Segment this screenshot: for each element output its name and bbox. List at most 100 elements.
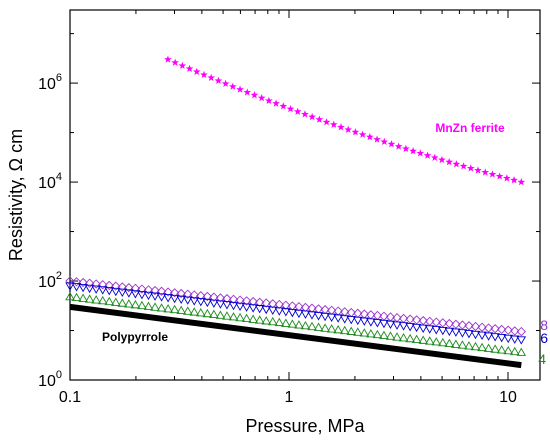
data-point <box>111 287 121 297</box>
data-point <box>333 314 343 323</box>
data-point <box>490 344 500 353</box>
data-point <box>235 295 245 305</box>
data-point <box>222 301 232 310</box>
data-point <box>209 292 219 302</box>
data-point <box>346 315 357 325</box>
data-point <box>496 345 507 354</box>
y-tick-label: 106 <box>38 72 62 93</box>
data-point <box>196 291 206 301</box>
data-point <box>495 172 504 180</box>
data-point <box>287 308 298 318</box>
data-point <box>281 308 291 317</box>
data-point <box>170 288 180 298</box>
series-4 <box>65 291 527 356</box>
series-label-4: 4 <box>538 351 546 367</box>
data-point <box>339 315 350 324</box>
data-point <box>423 151 432 159</box>
data-point <box>124 299 134 308</box>
data-point <box>402 144 410 153</box>
data-point <box>91 295 101 304</box>
data-point <box>294 302 304 312</box>
data-point <box>444 318 454 329</box>
data-point <box>307 321 317 331</box>
data-point <box>416 149 425 157</box>
x-tick-label: 10 <box>499 389 517 406</box>
data-point <box>248 304 258 313</box>
data-point <box>444 338 455 348</box>
data-point <box>337 123 345 131</box>
y-axis-label: Resistivity, Ω cm <box>6 129 26 261</box>
data-point <box>488 170 497 178</box>
data-point <box>97 286 108 295</box>
data-point <box>71 283 82 292</box>
data-point <box>143 285 154 295</box>
data-point <box>431 317 441 327</box>
data-point <box>281 318 291 327</box>
data-point <box>366 318 376 327</box>
data-point <box>385 320 396 330</box>
data-point <box>353 316 363 326</box>
data-point <box>176 295 186 305</box>
data-point <box>322 118 331 126</box>
series-label-6: 6 <box>540 330 548 346</box>
data-point <box>438 337 448 347</box>
data-point <box>65 276 75 286</box>
data-point <box>156 286 167 296</box>
data-point <box>516 326 526 337</box>
data-point <box>248 314 258 323</box>
data-point <box>124 282 134 293</box>
data-point <box>274 307 285 316</box>
data-point <box>438 318 448 328</box>
data-point <box>274 317 285 327</box>
data-point <box>254 305 265 314</box>
data-point <box>228 312 239 321</box>
data-point <box>517 178 526 186</box>
data-point <box>228 301 239 311</box>
x-axis-label: Pressure, MPa <box>245 416 365 436</box>
data-point <box>315 115 324 123</box>
data-point <box>424 336 435 345</box>
data-point <box>477 322 487 332</box>
data-point <box>281 300 291 310</box>
data-point <box>418 324 428 333</box>
data-point <box>202 308 213 318</box>
data-point <box>84 284 95 294</box>
data-point <box>164 55 172 63</box>
data-point <box>320 323 330 332</box>
data-point <box>359 328 370 337</box>
data-point <box>431 337 442 346</box>
data-point <box>267 316 278 326</box>
data-point <box>71 292 82 302</box>
data-point <box>509 335 520 344</box>
data-point <box>409 147 417 155</box>
data-point <box>351 128 360 136</box>
data-point <box>163 303 173 313</box>
plot-frame <box>69 9 541 381</box>
data-point <box>137 284 147 294</box>
data-point <box>516 347 527 356</box>
data-point <box>464 341 474 350</box>
data-point <box>287 319 298 328</box>
y-tick-label: 100 <box>38 369 62 390</box>
data-point <box>379 319 389 329</box>
data-point <box>470 330 481 340</box>
data-point <box>261 316 271 325</box>
data-point <box>254 315 265 324</box>
y-tick-label: 104 <box>38 171 62 192</box>
data-point <box>451 319 461 329</box>
data-point <box>287 301 298 311</box>
data-point <box>503 334 513 344</box>
data-point <box>510 326 520 336</box>
data-point <box>189 307 200 316</box>
data-point <box>503 174 511 182</box>
data-point <box>294 320 304 329</box>
data-point <box>326 313 337 323</box>
data-point <box>496 333 507 343</box>
data-point <box>358 130 367 138</box>
data-point <box>137 290 147 300</box>
data-point <box>359 317 370 326</box>
data-point <box>380 137 389 146</box>
data-point <box>477 331 487 340</box>
data-point <box>346 326 357 335</box>
series-label-8: 8 <box>540 317 548 333</box>
